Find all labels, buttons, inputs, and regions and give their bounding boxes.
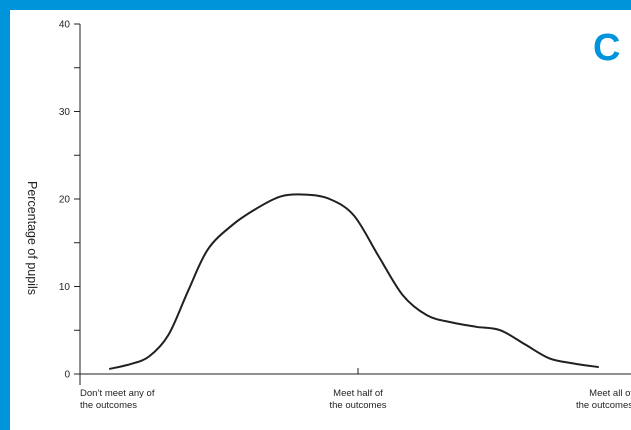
- y-tick-label: 40: [59, 20, 71, 31]
- x-category-label: Meet half of: [333, 388, 383, 399]
- y-axis-label: Percentage of pupils: [25, 181, 39, 295]
- x-category-label: Meet all of: [589, 388, 631, 399]
- x-category-label: Don’t meet any of: [80, 388, 155, 399]
- x-category-label: the outcomes: [80, 400, 137, 411]
- x-category-label: the outcomes: [576, 400, 631, 411]
- panel-letter: C: [593, 27, 620, 69]
- y-tick-label: 0: [64, 370, 70, 381]
- y-tick-label: 20: [59, 195, 71, 206]
- chart-panel: C Percentage of pupils 0 10 20 30 40 Don’t m…: [10, 10, 631, 430]
- x-category-label: the outcomes: [329, 400, 386, 411]
- line-chart: C Percentage of pupils 0 10 20 30 40 Don’t m…: [25, 20, 631, 411]
- y-tick-label: 10: [59, 282, 71, 293]
- y-tick-label: 30: [59, 107, 71, 118]
- distribution-curve: [109, 193, 599, 370]
- y-axis-ticks: 0 10 20 30 40: [59, 20, 80, 381]
